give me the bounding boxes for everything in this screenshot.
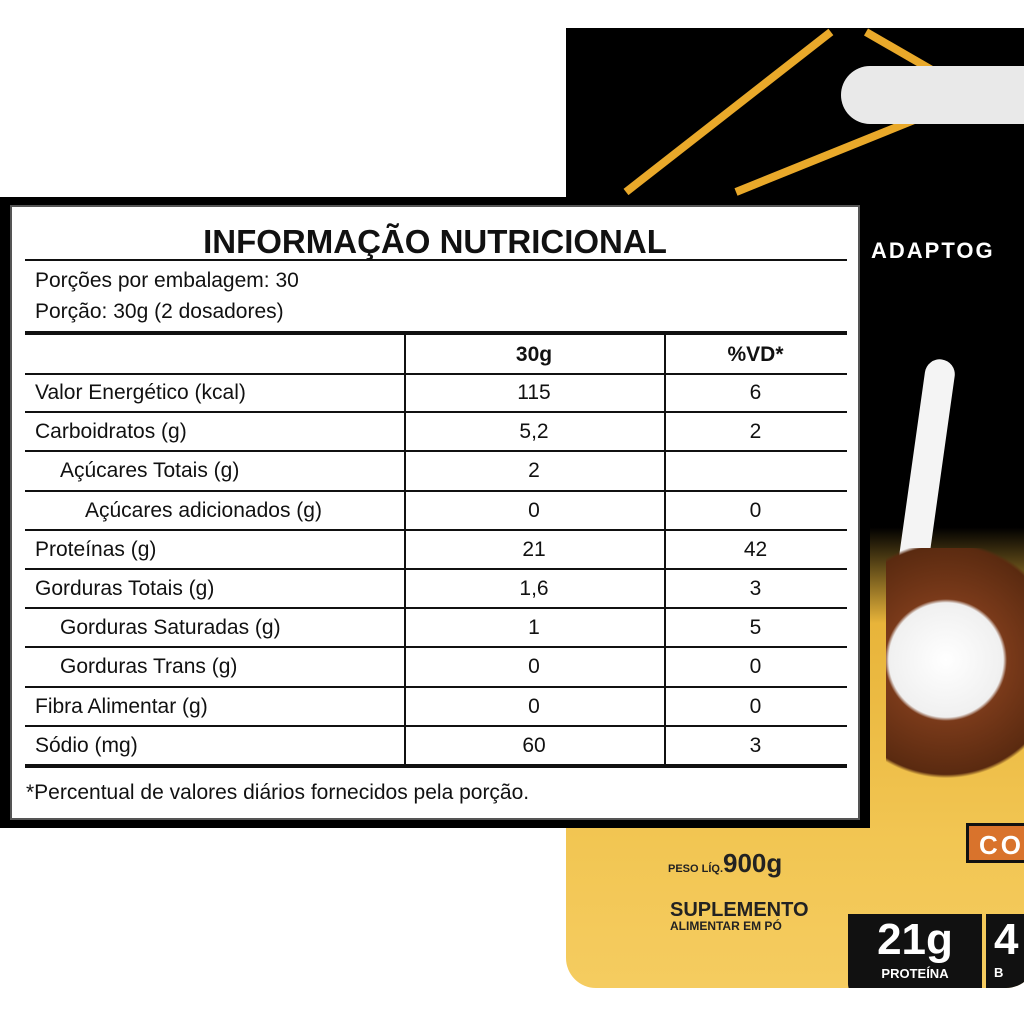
servings-per-package: Porções por embalagem: 30 bbox=[35, 269, 299, 292]
nutrient-name: Proteínas (g) bbox=[35, 537, 157, 561]
row-divider bbox=[25, 764, 847, 768]
label-title: INFORMAÇÃO NUTRICIONAL bbox=[203, 223, 667, 260]
product-type-line1: SUPLEMENTO bbox=[670, 899, 809, 921]
net-weight-label: PESO LÍQ. bbox=[668, 863, 724, 875]
serving-size: Porção: 30g (2 dosadores) bbox=[35, 300, 284, 323]
protein-badge-label: PROTEÍNA bbox=[881, 966, 949, 981]
nutrient-name: Sódio (mg) bbox=[35, 733, 138, 757]
protein-badge: 21g PROTEÍNA bbox=[848, 914, 982, 988]
divider bbox=[25, 331, 847, 335]
nutrient-amount: 1,6 bbox=[519, 577, 549, 600]
nutrient-name: Açúcares adicionados (g) bbox=[85, 498, 322, 522]
protein-badge-value: 21g bbox=[877, 915, 953, 964]
product-type: SUPLEMENTO ALIMENTAR EM PÓ bbox=[670, 900, 809, 932]
row-divider bbox=[25, 568, 847, 570]
nutrient-name: Fibra Alimentar (g) bbox=[35, 694, 208, 718]
nutrient-name: Gorduras Saturadas (g) bbox=[60, 616, 281, 640]
nutrient-name: Carboidratos (g) bbox=[35, 420, 187, 444]
row-divider bbox=[25, 646, 847, 649]
nutrient-amount: 2 bbox=[528, 459, 540, 483]
package-logo-bar bbox=[841, 66, 1024, 124]
column-header-dv: %VD* bbox=[727, 343, 784, 366]
column-divider bbox=[404, 335, 406, 765]
row-divider bbox=[25, 373, 847, 375]
second-badge-label: B bbox=[994, 965, 1004, 980]
row-divider bbox=[25, 685, 847, 688]
column-header-amount: 30g bbox=[515, 343, 553, 366]
nutrition-table: INFORMAÇÃO NUTRICIONAL Porções por embal… bbox=[10, 205, 860, 820]
row-divider bbox=[25, 607, 847, 610]
row-divider bbox=[25, 528, 847, 531]
row-divider bbox=[25, 724, 847, 727]
coconut-image bbox=[886, 548, 1024, 828]
nutrient-dv: 0 bbox=[749, 498, 762, 522]
nutrient-amount: 60 bbox=[522, 733, 546, 757]
nutrient-amount: 1 bbox=[528, 616, 540, 640]
divider bbox=[25, 259, 847, 261]
nutrition-label: INFORMAÇÃO NUTRICIONAL Porções por embal… bbox=[0, 197, 870, 828]
product-package: ADAPTOG CO PESO LÍQ.900g SUPLEMENTO ALIME… bbox=[566, 28, 1024, 988]
column-divider bbox=[664, 335, 666, 765]
nutrient-dv: 0 bbox=[749, 655, 762, 679]
nutrient-amount: 0 bbox=[528, 694, 540, 718]
net-weight-value: 900g bbox=[723, 848, 783, 878]
row-divider bbox=[25, 450, 847, 453]
nutrient-amount: 0 bbox=[528, 655, 540, 679]
brand-name: ADAPTOG bbox=[871, 238, 995, 263]
nutrient-dv: 3 bbox=[749, 733, 762, 757]
product-type-line2: ALIMENTAR EM PÓ bbox=[670, 919, 782, 933]
nutrient-amount: 0 bbox=[528, 498, 540, 522]
row-divider bbox=[25, 489, 847, 492]
nutrient-name: Açúcares Totais (g) bbox=[60, 459, 240, 483]
flavor-band: CO bbox=[966, 823, 1024, 863]
nutrient-amount: 21 bbox=[522, 537, 546, 561]
nutrient-dv: 5 bbox=[749, 616, 762, 640]
nutrient-dv: 0 bbox=[749, 694, 762, 718]
row-divider bbox=[25, 411, 847, 414]
nutrient-amount: 115 bbox=[517, 381, 551, 404]
nutrient-dv: 3 bbox=[749, 577, 762, 600]
second-badge-value: 4 bbox=[994, 915, 1019, 964]
nutrient-dv: 6 bbox=[749, 381, 762, 404]
footnote: *Percentual de valores diários fornecido… bbox=[26, 781, 530, 804]
nutrient-name: Valor Energético (kcal) bbox=[35, 381, 246, 404]
net-weight: PESO LÍQ.900g bbox=[668, 848, 782, 879]
nutrient-dv: 42 bbox=[743, 537, 768, 561]
nutrient-name: Gorduras Totais (g) bbox=[35, 577, 215, 600]
nutrient-dv: 2 bbox=[749, 420, 762, 444]
gold-stripe bbox=[623, 28, 834, 196]
nutrient-name: Gorduras Trans (g) bbox=[60, 655, 238, 679]
nutrient-amount: 5,2 bbox=[519, 420, 549, 444]
